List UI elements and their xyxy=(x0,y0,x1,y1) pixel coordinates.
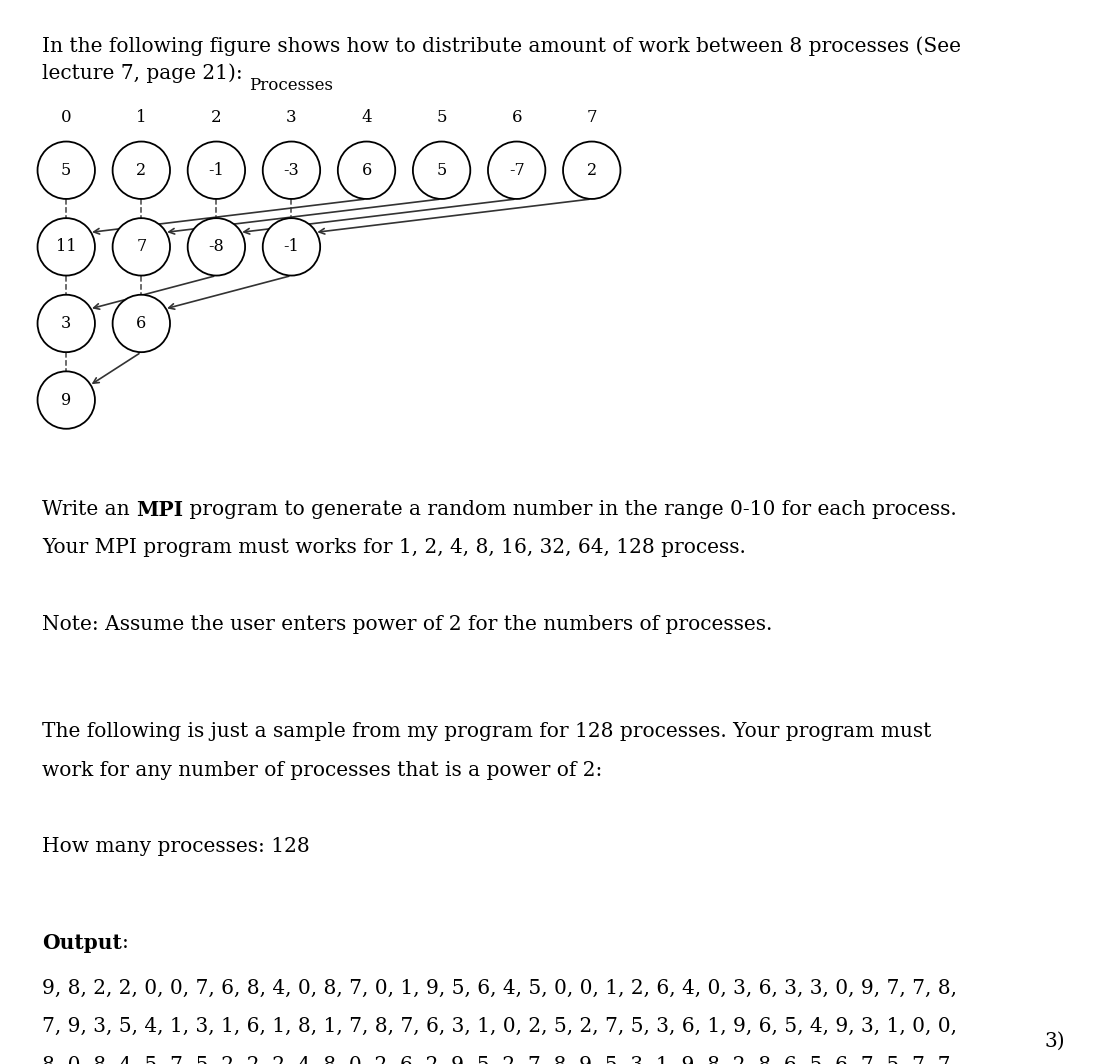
Text: 2: 2 xyxy=(211,109,222,126)
Text: The following is just a sample from my program for 128 processes. Your program m: The following is just a sample from my p… xyxy=(42,722,932,742)
Text: work for any number of processes that is a power of 2:: work for any number of processes that is… xyxy=(42,761,603,780)
Text: Your MPI program must works for 1, 2, 4, 8, 16, 32, 64, 128 process.: Your MPI program must works for 1, 2, 4,… xyxy=(42,538,746,558)
Text: 7: 7 xyxy=(586,109,597,126)
Text: -8: -8 xyxy=(209,238,224,255)
Text: -1: -1 xyxy=(209,162,224,179)
Text: How many processes: 128: How many processes: 128 xyxy=(42,837,310,857)
Ellipse shape xyxy=(113,142,170,199)
Text: 4: 4 xyxy=(361,109,372,126)
Text: -1: -1 xyxy=(284,238,299,255)
Text: 9: 9 xyxy=(61,392,72,409)
Text: 8, 0, 8, 4, 5, 7, 5, 2, 2, 2, 4, 8, 0, 2, 6, 2, 9, 5, 2, 7, 8, 9, 5, 3, 1, 9, 8,: 8, 0, 8, 4, 5, 7, 5, 2, 2, 2, 4, 8, 0, 2… xyxy=(42,1055,957,1064)
Text: In the following figure shows how to distribute amount of work between 8 process: In the following figure shows how to dis… xyxy=(42,36,960,55)
Text: MPI: MPI xyxy=(136,500,183,520)
Ellipse shape xyxy=(488,142,545,199)
Text: 5: 5 xyxy=(61,162,72,179)
Text: 2: 2 xyxy=(586,162,597,179)
Text: -3: -3 xyxy=(284,162,299,179)
Text: -7: -7 xyxy=(509,162,524,179)
Ellipse shape xyxy=(38,142,95,199)
Text: 3: 3 xyxy=(61,315,72,332)
Text: 3: 3 xyxy=(286,109,297,126)
Ellipse shape xyxy=(113,295,170,352)
Text: 6: 6 xyxy=(511,109,522,126)
Text: program to generate a random number in the range 0-10 for each process.: program to generate a random number in t… xyxy=(183,500,957,519)
Ellipse shape xyxy=(38,295,95,352)
Ellipse shape xyxy=(188,142,245,199)
Text: Processes: Processes xyxy=(250,77,333,94)
Text: 6: 6 xyxy=(361,162,372,179)
Text: 2: 2 xyxy=(136,162,147,179)
Text: Write an: Write an xyxy=(42,500,136,519)
Text: 1: 1 xyxy=(136,109,147,126)
Text: 7: 7 xyxy=(136,238,147,255)
Text: lecture 7, page 21):: lecture 7, page 21): xyxy=(42,64,243,83)
Text: 5: 5 xyxy=(436,109,447,126)
Ellipse shape xyxy=(563,142,620,199)
Text: :: : xyxy=(121,933,128,952)
Text: Output: Output xyxy=(42,933,121,953)
Ellipse shape xyxy=(263,218,320,276)
Ellipse shape xyxy=(413,142,470,199)
Text: 3): 3) xyxy=(1044,1032,1065,1051)
Ellipse shape xyxy=(38,218,95,276)
Ellipse shape xyxy=(338,142,395,199)
Ellipse shape xyxy=(113,218,170,276)
Ellipse shape xyxy=(263,142,320,199)
Text: 7, 9, 3, 5, 4, 1, 3, 1, 6, 1, 8, 1, 7, 8, 7, 6, 3, 1, 0, 2, 5, 2, 7, 5, 3, 6, 1,: 7, 9, 3, 5, 4, 1, 3, 1, 6, 1, 8, 1, 7, 8… xyxy=(42,1017,957,1036)
Text: Note: Assume the user enters power of 2 for the numbers of processes.: Note: Assume the user enters power of 2 … xyxy=(42,615,773,634)
Text: 5: 5 xyxy=(436,162,447,179)
Text: 9, 8, 2, 2, 0, 0, 7, 6, 8, 4, 0, 8, 7, 0, 1, 9, 5, 6, 4, 5, 0, 0, 1, 2, 6, 4, 0,: 9, 8, 2, 2, 0, 0, 7, 6, 8, 4, 0, 8, 7, 0… xyxy=(42,979,957,998)
Text: 0: 0 xyxy=(61,109,72,126)
Ellipse shape xyxy=(188,218,245,276)
Text: 11: 11 xyxy=(56,238,76,255)
Text: 6: 6 xyxy=(136,315,147,332)
Ellipse shape xyxy=(38,371,95,429)
